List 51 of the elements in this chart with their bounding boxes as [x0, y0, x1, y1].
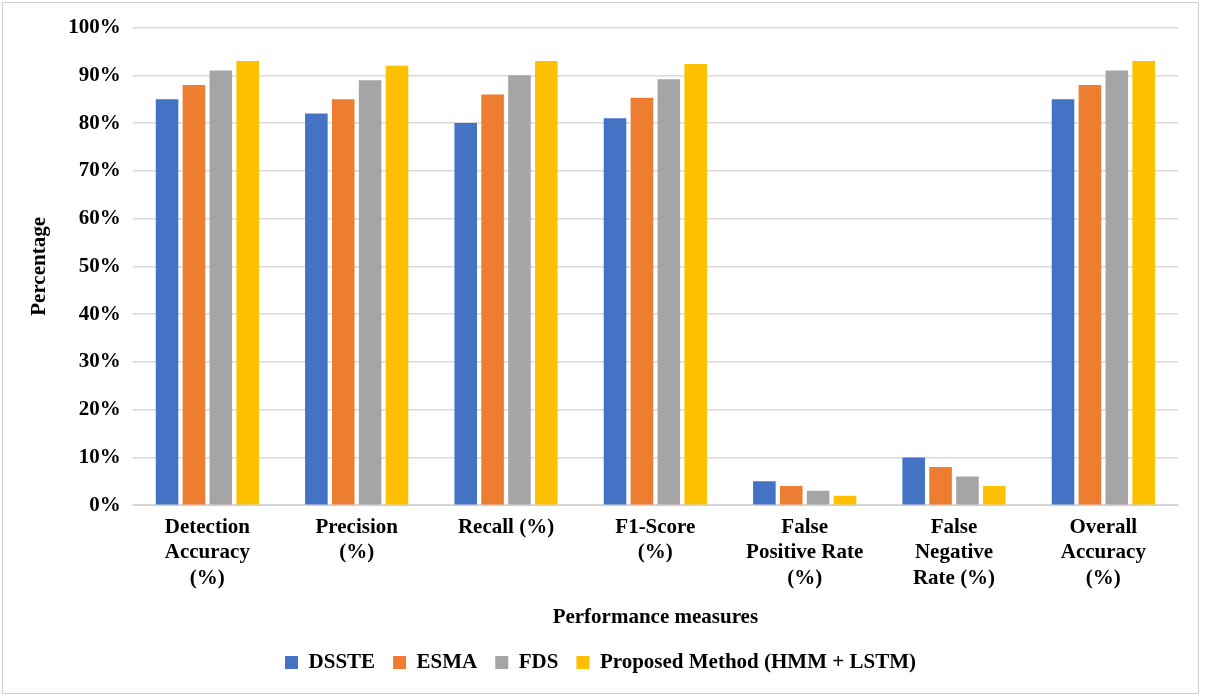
legend-label: DSSTE — [308, 648, 376, 673]
y-tick-label: 0% — [89, 491, 121, 516]
bar — [331, 99, 355, 505]
bar — [753, 481, 776, 505]
bar — [236, 61, 259, 505]
bar — [603, 118, 627, 505]
y-tick-label: 30% — [78, 348, 121, 373]
x-tick-label: Overall Accuracy (%) — [1060, 514, 1147, 589]
x-axis-title: Performance measures — [552, 603, 759, 628]
bar — [454, 123, 477, 505]
y-tick-label: 40% — [78, 300, 121, 325]
bar — [182, 84, 206, 505]
bar — [535, 61, 558, 505]
y-axis-title: Percentage — [26, 217, 51, 316]
y-tick-label: 100% — [68, 14, 121, 39]
y-tick-label: 10% — [78, 443, 121, 468]
bar — [155, 99, 179, 505]
bar — [1105, 70, 1129, 505]
x-tick-label: F1-Score (%) — [615, 514, 696, 564]
bar — [209, 70, 233, 505]
bar — [657, 79, 681, 505]
bar — [481, 94, 504, 505]
bar — [806, 490, 830, 505]
y-tick-label: 50% — [78, 252, 121, 277]
bar — [902, 457, 925, 505]
bar — [305, 113, 328, 505]
bar — [779, 486, 803, 505]
y-tick-label: 20% — [78, 396, 121, 421]
bar — [929, 466, 952, 505]
bar — [1132, 61, 1155, 505]
legend-label: ESMA — [416, 648, 479, 673]
y-tick-label: 80% — [78, 109, 121, 134]
y-tick-label: 70% — [78, 157, 121, 182]
bar — [358, 80, 382, 505]
y-tick-label: 60% — [78, 205, 121, 230]
legend-label: Proposed Method (HMM + LSTM) — [599, 648, 916, 673]
x-tick-label: False Positive Rate (%) — [746, 514, 864, 589]
bar — [630, 97, 654, 505]
x-tick-label: Recall (%) — [457, 514, 555, 539]
y-tick-label: 90% — [78, 61, 121, 86]
bar — [508, 75, 531, 505]
bar — [1078, 84, 1102, 505]
bar — [1051, 99, 1075, 505]
x-tick-label: Precision (%) — [315, 514, 399, 564]
x-tick-label: False Negative Rate (%) — [912, 514, 996, 589]
x-tick-label: Detection Accuracy (%) — [164, 514, 251, 589]
legend-label: FDS — [518, 648, 559, 673]
bar — [956, 476, 979, 505]
bar — [684, 63, 707, 505]
bar — [983, 486, 1006, 505]
bar — [385, 65, 409, 505]
